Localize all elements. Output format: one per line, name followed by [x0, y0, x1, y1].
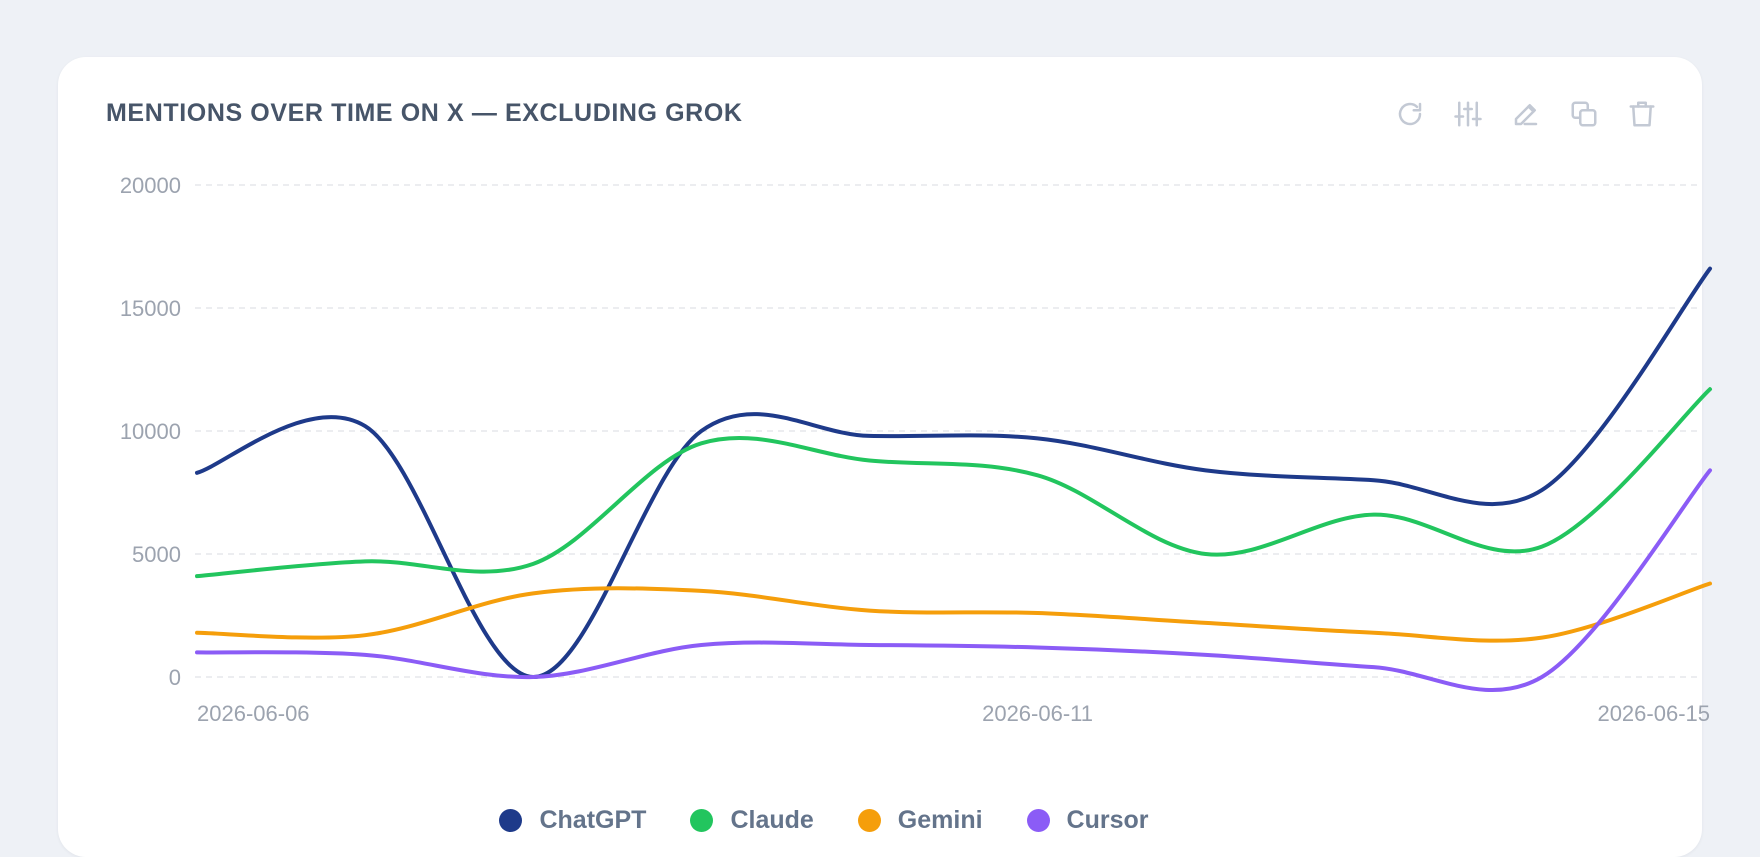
legend-label: Gemini [897, 806, 983, 834]
pencil-icon [1514, 104, 1538, 126]
delete-button[interactable] [1626, 98, 1658, 130]
legend-swatch [1026, 809, 1050, 832]
chart-toolbar [1394, 97, 1658, 131]
copy-icon [1571, 101, 1597, 127]
legend-swatch [857, 809, 881, 832]
chart-title: MENTIONS OVER TIME ON X — EXCLUDING GROK [106, 99, 743, 127]
legend-item-cursor[interactable]: Cursor [1026, 806, 1149, 835]
legend-item-chatgpt[interactable]: ChatGPT [499, 806, 646, 835]
chart-legend: ChatGPT Claude Gemini Cursor [0, 806, 1704, 835]
settings-button[interactable] [1452, 98, 1484, 130]
legend-label: ChatGPT [539, 806, 647, 834]
duplicate-button[interactable] [1568, 98, 1600, 130]
refresh-icon [1398, 102, 1422, 126]
legend-item-gemini[interactable]: Gemini [857, 806, 983, 835]
legend-item-claude[interactable]: Claude [690, 806, 814, 835]
chart-card: MENTIONS OVER TIME ON X — EXCLUDING GROK [58, 57, 1702, 857]
sliders-icon [1454, 101, 1482, 127]
legend-label: Claude [730, 806, 814, 834]
refresh-button[interactable] [1394, 98, 1426, 130]
legend-label: Cursor [1066, 806, 1149, 834]
edit-button[interactable] [1510, 98, 1542, 130]
legend-swatch [499, 809, 523, 832]
legend-swatch [690, 809, 714, 832]
trash-icon [1629, 101, 1655, 127]
